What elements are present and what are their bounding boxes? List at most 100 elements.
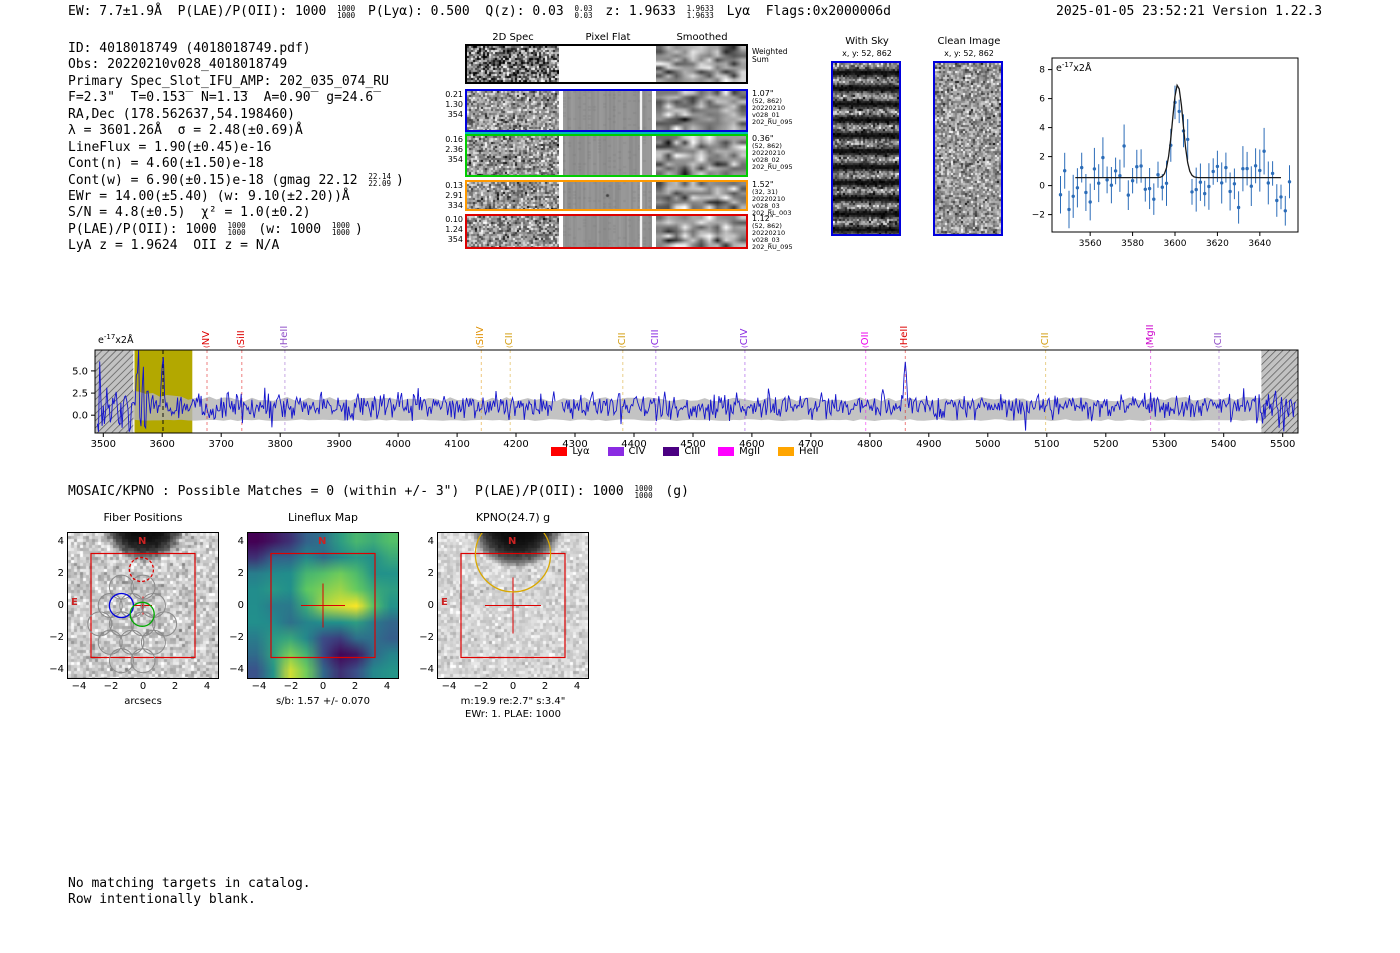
data-point [1058,193,1063,197]
kpno-xlabel-2: EWr: 1. PLAE: 1000 [465,709,561,720]
info-text: Obs: 20220210v028_4018018749 [68,57,288,73]
clean-image-title: Clean Image [937,36,1001,47]
info-text: Cont(n) = 4.60(±1.50)e-18 [68,156,264,172]
fraction-top: 1000 [331,221,350,231]
clean-image-coords: x, y: 52, 862 [944,49,994,58]
data-point [1067,207,1071,212]
units-base: e [98,335,104,347]
fraction-top: 1.9633 [686,3,714,13]
fraction-bottom: 1000 [331,228,350,238]
y-tick-label: 0 [57,599,64,611]
fraction-bottom: 1.9633 [686,10,714,20]
timestamp-version: 2025-01-05 23:52:21 Version 1.22.3 [1056,4,1323,19]
left-label: 1.30 [445,100,463,109]
emission-line-label: (CIII [650,301,662,348]
right-label: 20220210 [752,229,786,237]
legend-label: HeII [799,446,819,457]
weighted-sum-line: Weighted [752,47,788,56]
right-label: v028_03 [752,236,780,244]
y-tick-label: −4 [49,663,64,675]
info-line: Obs: 20220210v028_4018018749 [68,57,404,73]
fiber-positions-title: Fiber Positions [103,511,183,524]
data-point [1092,167,1097,171]
line-fit-chart: e-17x2Å 3560 3580 3600 3620 3640 −2 0 2 4 6 8 [1020,45,1310,250]
lineflux-xlabel: s/b: 1.57 +/- 0.070 [275,696,371,707]
right-label: (52, 862) [752,97,782,105]
spec2d-cell-image [467,182,559,209]
left-label: 354 [447,110,463,119]
x-tick-label: 3500 [91,439,116,450]
marker-name: SiII [235,330,247,346]
x-tick-label: 4400 [621,439,646,450]
x-tick-label: 2 [541,681,549,692]
legend-item: MgII [718,446,760,457]
spec2d-cell-image [656,136,746,175]
marker-paren: ( [901,345,910,348]
row-left-labels: 0.10 1.24 354 [440,215,463,245]
y-tick-label: −4 [229,663,244,675]
data-point [1215,164,1220,169]
x-tick-label: 3640 [1248,239,1271,249]
x-tick-label: 3600 [1164,239,1187,249]
emission-line-label: (CII [1213,301,1225,348]
row-right-labels: 1.52" (32, 31) 20220210 v028_03 202_RL_003 [752,180,808,217]
y-tick-label: 4 [57,535,64,547]
x-tick-label: 5200 [1093,439,1118,450]
weighted-sum-image [467,46,559,82]
data-point [1075,186,1080,190]
right-label: 20220210 [752,104,786,112]
y-tick-label: 4 [1039,124,1045,134]
right-label: 1.12" [752,214,774,223]
info-line: Cont(n) = 4.60(±1.50)e-18 [68,156,404,172]
marker-paren: ( [1214,345,1223,348]
y-tick-label: 4 [427,535,434,547]
plot-box [94,349,1299,434]
x-tick-label: 4300 [562,439,587,450]
x-tick-label: 2 [351,681,359,692]
y-tick-label: −4 [419,663,434,675]
x-tick-label: 3600 [149,439,174,450]
data-point [1143,187,1147,191]
x-tick-label: 3620 [1206,239,1229,249]
summary-segment: EW: 7.7±1.9Å P(LAE)/P(OII): 1000 [68,4,335,19]
right-label: 202_RU_095 [752,243,793,251]
emission-line-label: (CII [1040,301,1052,348]
data-point [1270,171,1275,176]
y-tick-label: 4 [237,535,244,547]
info-text: λ = 3601.26Å σ = 2.48(±0.69)Å [68,123,303,139]
data-point [1203,191,1207,196]
legend-swatch [718,447,735,456]
weighted-sum-label: Weighted Sum [752,48,808,64]
data-point [1207,184,1211,189]
data-point [1262,149,1266,153]
stacked-fraction: 1000 1000 [331,221,350,238]
legend-swatch [551,447,568,456]
right-label: v028_03 [752,202,780,210]
flux-units-label: e-17x2Å [1056,61,1091,74]
info-text: LyA z = 1.9624 OII z = N/A [68,238,280,254]
x-tick-label: −4 [441,681,457,692]
x-tick-label: −4 [71,681,87,692]
marker-paren: ( [477,345,486,348]
x-tick-label: 4 [573,681,581,692]
fraction-top: 22.14 [368,172,391,181]
marker-paren: ( [280,345,289,348]
right-label: 1.07" [752,89,774,98]
left-label: 0.16 [445,135,463,144]
with-sky-panel: With Sky x, y: 52, 862 [829,36,905,236]
legend-item: CIII [663,446,700,457]
y-tick-label: −2 [1032,211,1045,221]
data-point [1097,181,1101,185]
right-label: v028_02 [752,156,780,164]
data-point [1245,166,1249,171]
legend-swatch [663,447,680,456]
right-label: (32, 31) [752,188,778,196]
lineflux-map-panel: Lineflux Map s/b: 1.57 +/- 0.070 N −4 −2 0 2… [218,505,430,723]
emission-line-label: (MgII [1145,301,1157,348]
spec2d-cell-image [656,216,746,247]
lineflux-map-title: Lineflux Map [287,511,359,524]
spectrum-legend: Lyα CIV CIII MgII HeII [60,446,1310,457]
data-point [1190,190,1194,194]
info-line: EWr = 14.00(±5.40) (w: 9.10(±2.20))Å [68,189,404,205]
weighted-sum-image [656,46,746,82]
